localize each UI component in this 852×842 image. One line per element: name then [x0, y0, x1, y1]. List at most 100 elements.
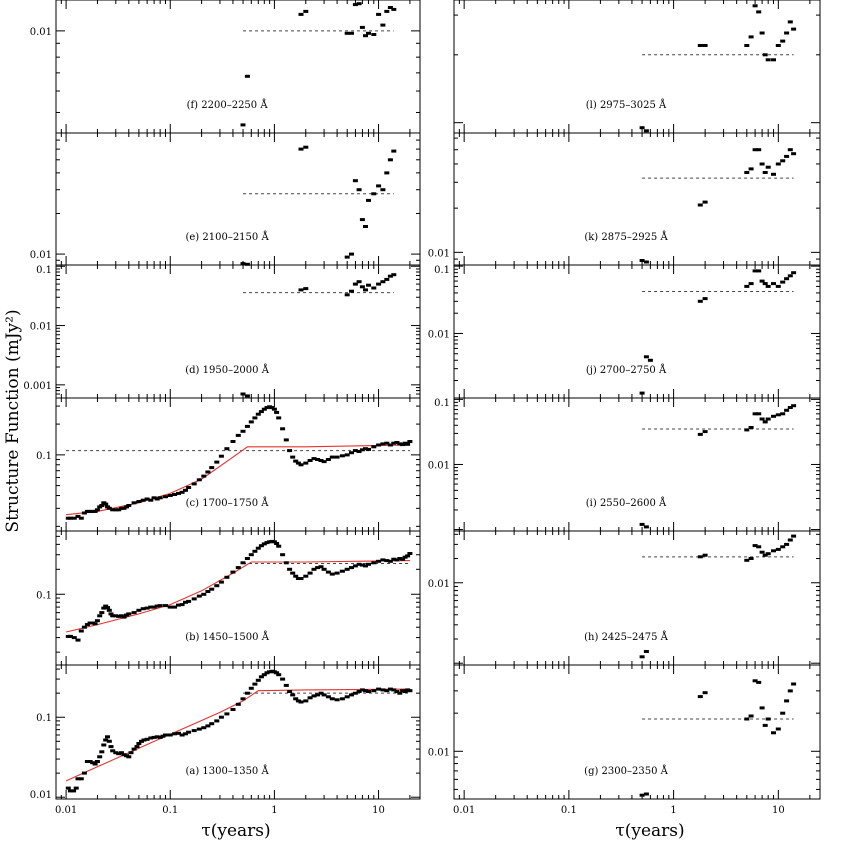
x-tick-label: 0.1: [162, 805, 178, 816]
data-point: [759, 706, 765, 710]
data-point: [366, 283, 371, 287]
data-point: [87, 509, 93, 513]
data-point: [356, 450, 362, 453]
data-point: [255, 678, 261, 682]
data-point: [105, 735, 110, 739]
panel-frame: [453, 530, 821, 666]
data-point: [140, 607, 146, 611]
panel-frame: [55, 530, 421, 666]
data-point: [380, 280, 386, 284]
data-point: [65, 786, 71, 790]
data-point: [765, 417, 771, 421]
data-point: [349, 252, 354, 256]
data-point: [376, 184, 382, 188]
data-point: [363, 225, 368, 228]
data-point: [376, 443, 382, 447]
panel-k: 0.01 (k) 2875–2925 Å: [428, 132, 821, 266]
data-point: [276, 416, 282, 420]
data-point: [376, 282, 382, 286]
panel-label: (g) 2300–2350 Å: [584, 765, 668, 777]
y-tick-label: 0.01: [30, 790, 52, 801]
data-point: [196, 478, 202, 482]
data-point: [224, 447, 230, 451]
data-point: [639, 126, 645, 130]
data-point: [105, 606, 110, 610]
data-point: [321, 693, 327, 697]
data-point: [172, 493, 178, 496]
data-point: [397, 442, 403, 446]
data-point: [116, 752, 122, 756]
data-point: [261, 542, 267, 546]
data-point: [183, 732, 188, 736]
data-point: [702, 691, 708, 695]
data-point: [240, 429, 246, 433]
data-point: [84, 760, 90, 763]
data-point: [126, 612, 132, 616]
panel-g: 0.01 0.01 0.1 1 10 (g) 2300–2350 Å: [428, 664, 821, 816]
panel-label: (l) 2975–3025 Å: [586, 99, 667, 111]
data-point: [780, 39, 786, 43]
data-point: [307, 571, 313, 575]
data-point: [136, 742, 142, 745]
data-point: [784, 154, 790, 158]
data-point: [148, 605, 154, 609]
data-point: [771, 414, 776, 418]
data-point: [697, 432, 703, 436]
data-point: [140, 498, 146, 502]
data-point: [363, 689, 368, 693]
data-point: [87, 621, 93, 625]
data-point: [352, 282, 358, 286]
data-point: [157, 604, 163, 608]
data-point: [154, 735, 160, 739]
data-point: [290, 693, 296, 697]
data-point: [271, 540, 277, 544]
data-point: [394, 558, 400, 562]
data-point: [154, 497, 160, 501]
data-point: [293, 574, 299, 578]
data-point: [391, 557, 397, 561]
data-point: [756, 269, 762, 273]
data-point: [387, 687, 393, 691]
data-point: [224, 712, 230, 716]
data-point: [205, 724, 211, 728]
panel-frame: [453, 664, 821, 800]
data-point: [752, 148, 758, 152]
data-point: [702, 297, 708, 301]
data-point: [255, 546, 261, 550]
data-point: [371, 561, 377, 565]
data-point: [283, 438, 289, 442]
panels-layer: 0.01 0.1 0.01 0.1 1 10 (a) 1300–1350 Å 0.1 (b) 1…: [23, 0, 821, 816]
data-point: [303, 699, 309, 703]
data-point: [167, 733, 173, 737]
data-point: [759, 417, 765, 421]
data-point: [380, 188, 386, 192]
data-point: [752, 544, 758, 548]
data-point: [791, 152, 797, 156]
data-point: [359, 285, 365, 289]
data-point: [303, 574, 309, 578]
x-tick-label: 1: [670, 805, 676, 816]
data-point: [113, 614, 119, 618]
data-point: [78, 777, 84, 781]
data-point: [295, 699, 301, 703]
data-point: [311, 567, 317, 571]
data-point: [191, 597, 197, 601]
data-point: [344, 293, 350, 297]
data-point: [118, 614, 124, 618]
data-point: [92, 509, 98, 513]
data-point: [126, 755, 132, 759]
data-point: [303, 9, 309, 13]
data-point: [183, 488, 188, 492]
data-point: [407, 689, 413, 693]
data-point: [756, 412, 762, 416]
data-point: [391, 7, 397, 11]
panel-label: (i) 2550–2600 Å: [586, 497, 667, 509]
data-point: [274, 671, 280, 675]
data-point: [106, 506, 112, 510]
data-point: [84, 509, 90, 513]
data-point: [240, 561, 246, 565]
data-point: [311, 457, 317, 461]
data-point: [121, 615, 127, 619]
data-point: [775, 547, 781, 551]
data-point: [759, 550, 765, 554]
